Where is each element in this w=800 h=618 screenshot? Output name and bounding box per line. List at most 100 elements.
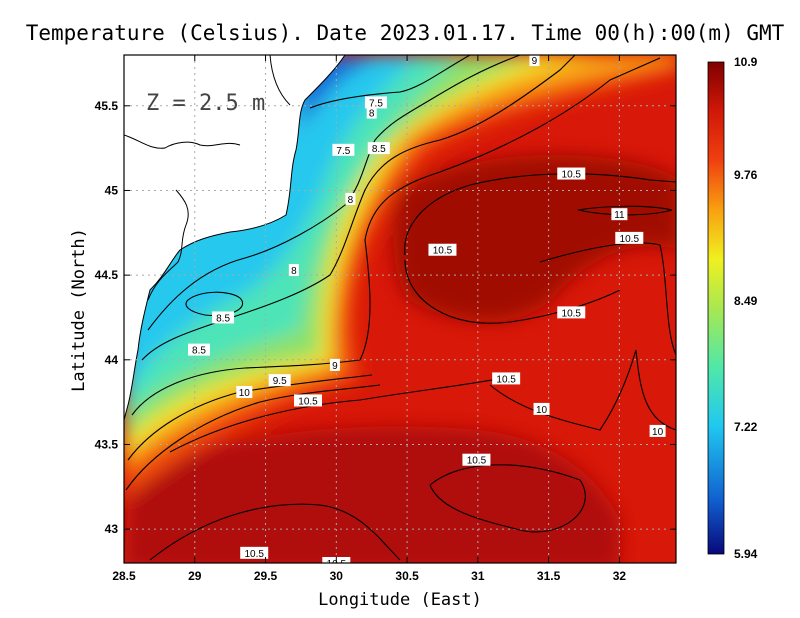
contour-label-text: 10.5 (562, 170, 582, 181)
contour-label: 8 (288, 264, 299, 277)
contour-label-box (533, 402, 550, 415)
contour-label: 10.5 (294, 394, 322, 407)
contour-label: 11 (611, 208, 628, 221)
colorbar: 10.9 9.76 8.49 7.22 5.94 (707, 55, 758, 561)
contour-label-text: 10.5 (496, 374, 516, 385)
isotherm-10-5-main (404, 173, 676, 256)
contour-label-text: 10.5 (467, 456, 487, 467)
contour-label-box (492, 372, 521, 385)
contour-label: 10 (236, 385, 253, 399)
inland-border-3 (269, 55, 291, 106)
isotherm-10-5-west (169, 374, 521, 453)
contour-label: 10.5 (492, 372, 521, 385)
contour-label-box (294, 394, 322, 407)
contour-label: 7.5 (364, 96, 387, 109)
contour-label: 8 (366, 106, 377, 120)
colorbar-gradient (707, 61, 725, 555)
contour-label-text: 10 (652, 427, 664, 438)
contour-label-text: 10.5 (562, 308, 582, 319)
contour-label-box (332, 143, 355, 156)
contour-label-box (428, 243, 457, 256)
contour-label: 10.5 (615, 231, 644, 245)
isotherm-10-5-east (539, 242, 676, 356)
contour-label-box (529, 55, 540, 67)
land-mask (124, 55, 346, 421)
x-tick-label: 32 (613, 569, 627, 583)
coastline (124, 55, 346, 421)
contour-label-text: 8 (348, 195, 354, 206)
contour-label-text: 8.5 (372, 144, 386, 155)
isotherm-9 (131, 57, 661, 416)
colorbar-tick-label: 8.49 (734, 294, 758, 308)
contour-label: 10 (533, 402, 550, 416)
colorbar-tick-label: 10.9 (734, 55, 758, 69)
contour-label: 10.5 (240, 546, 269, 560)
contour-label-box (367, 142, 390, 155)
x-axis-ticks: 28.5 29 29.5 30 30.5 31 31.5 32 (112, 55, 626, 583)
contour-label: 10.5 (428, 243, 457, 257)
contour-label-box (366, 106, 377, 119)
x-axis-label: Longitude (East) (318, 590, 482, 610)
contour-label: 7.5 (332, 143, 355, 157)
contour-label-text: 8 (291, 266, 297, 277)
contour-label-text: 10.5 (433, 246, 453, 257)
x-tick-label: 31.5 (537, 569, 561, 583)
contour-label-text: 8.5 (192, 346, 206, 357)
plot-frame (123, 54, 677, 564)
contour-label-box (649, 424, 666, 437)
contour-label: 9 (529, 55, 540, 67)
warm-core-patch (393, 155, 676, 322)
contour-label-text: 11 (614, 210, 625, 221)
x-tick-label: 30.5 (395, 569, 419, 583)
contour-label: 10 (649, 424, 666, 438)
depth-annotation: Z = 2.5 m (146, 91, 265, 116)
contour-label-text: 10.5 (244, 549, 264, 560)
isotherm-8 (147, 55, 521, 331)
colorbar-ticks: 10.9 9.76 8.49 7.22 5.94 (734, 55, 758, 561)
isotherm-10-5-bottom (149, 503, 401, 561)
y-tick-label: 43.5 (95, 437, 119, 451)
isotherm-11 (577, 205, 673, 216)
grid (124, 55, 676, 563)
contour-label: 8.5 (188, 343, 211, 357)
contour-label: 8.5 (212, 311, 235, 324)
isotherm-7-5 (309, 55, 471, 109)
isotherm-10 (125, 384, 381, 491)
x-tick-label: 29 (188, 569, 202, 583)
contour-label-box (188, 343, 211, 356)
contour-label-text: 10.5 (298, 396, 318, 407)
y-tick-label: 45.5 (95, 99, 119, 113)
x-tick-label: 28.5 (112, 569, 136, 583)
contour-label-box (615, 231, 644, 244)
contour-label-box (288, 264, 299, 277)
contour-label-text: 8.5 (216, 313, 230, 324)
contour-label-text: 7.5 (369, 98, 383, 109)
contour-label-box (268, 374, 291, 387)
contour-label-text: 7.5 (336, 146, 350, 157)
contour-label-text: 10 (536, 405, 548, 416)
contour-label: 10.5 (557, 306, 586, 319)
chart-title: Temperature (Celsius). Date 2023.01.17. … (26, 21, 785, 45)
contour-label-box (240, 546, 269, 559)
contour-label: 10.5 (462, 453, 491, 467)
inland-border-2 (147, 189, 189, 301)
isotherm-10-5-core (404, 259, 621, 324)
contour-label: 9.5 (268, 374, 291, 387)
contour-label-box (364, 96, 387, 109)
contour-label-box (557, 167, 586, 180)
contour-label: 8.5 (367, 142, 390, 155)
y-tick-label: 44.5 (95, 268, 119, 282)
contour-label-box (462, 453, 491, 466)
contour-label: 9 (329, 358, 340, 372)
contour-label-box (345, 192, 356, 205)
contour-label-box (329, 358, 340, 371)
contour-label-text: 9 (532, 56, 538, 67)
contour-label: 8 (345, 192, 356, 206)
contour-label-text: 9.5 (273, 376, 287, 387)
contour-label-box (611, 208, 628, 221)
y-tick-label: 44 (105, 353, 119, 367)
contour-label-box (557, 306, 586, 319)
